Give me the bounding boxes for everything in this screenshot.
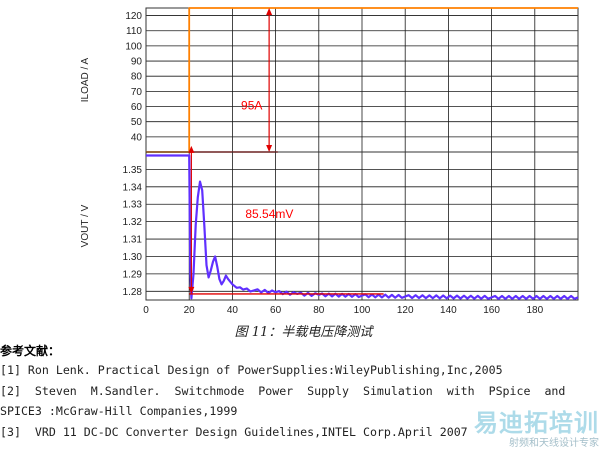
y-tick-label: 120 xyxy=(125,11,142,22)
x-tick-label: 0 xyxy=(143,305,149,316)
y-tick-label: 1.29 xyxy=(123,269,143,280)
reference-item: [3] VRD 11 DC-DC Converter Design Guidel… xyxy=(0,424,468,439)
y-tick-label: 1.30 xyxy=(123,252,143,263)
x-tick-label: 180 xyxy=(526,305,543,316)
y-axis-label: ILOAD / A xyxy=(80,57,91,102)
reference-item: SPICE3 :McGraw-Hill Companies,1999 xyxy=(0,404,238,418)
y-tick-label: 90 xyxy=(131,57,143,68)
y-tick-label: 70 xyxy=(131,87,143,98)
y-tick-label: 1.31 xyxy=(123,235,143,246)
y-tick-label: 1.35 xyxy=(123,165,143,176)
annotation-arrowhead-top xyxy=(266,8,273,15)
y-tick-label: 80 xyxy=(131,72,143,83)
x-tick-label: 120 xyxy=(397,305,414,316)
load-transient-chart: 40 50 60 70 80 90 100 110 120 ILOAD / A 95A 1.28 1.2… xyxy=(80,7,579,316)
y-tick-label: 1.28 xyxy=(123,287,143,298)
figure-caption: 图 11：半载电压降测试 xyxy=(234,325,373,340)
watermark-title: 易迪拓培训 xyxy=(474,409,599,437)
y-tick-label: 110 xyxy=(126,26,142,37)
y-tick-label: 60 xyxy=(131,102,143,113)
x-tick-label: 80 xyxy=(313,305,325,316)
x-tick-label: 40 xyxy=(227,305,239,316)
references-title: 参考文献： xyxy=(0,344,61,358)
y-tick-label: 1.34 xyxy=(123,182,143,193)
references-section: 参考文献： [1] Ron Lenk. Practical Design of … xyxy=(0,342,607,442)
x-tick-label: 60 xyxy=(270,305,282,316)
y-tick-label: 1.32 xyxy=(123,217,143,228)
y-tick-label: 50 xyxy=(131,117,143,128)
annotation-arrowhead-top xyxy=(188,145,195,153)
y-axis-label: VOUT / V xyxy=(80,204,91,247)
reference-item: [1] Ron Lenk. Practical Design of PowerS… xyxy=(0,363,503,377)
annotation-label: 95A xyxy=(241,99,262,113)
y-tick-label: 40 xyxy=(131,132,143,143)
x-tick-label: 140 xyxy=(440,305,457,316)
watermark-subtitle: 射频和天线设计专家 xyxy=(509,438,599,449)
annotation-arrowhead-bottom xyxy=(266,145,273,152)
watermark: 易迪拓培训 射频和天线设计专家 xyxy=(474,403,599,449)
annotation-arrowhead-bottom xyxy=(188,286,195,294)
x-tick-label: 100 xyxy=(354,305,371,316)
annotation-label: 85.54mV xyxy=(245,207,293,221)
x-tick-label: 20 xyxy=(184,305,196,316)
y-tick-label: 100 xyxy=(125,41,142,52)
y-tick-label: 1.33 xyxy=(123,200,143,211)
x-tick-label: 160 xyxy=(483,305,500,316)
plot-frame xyxy=(145,151,579,301)
vout-series-line xyxy=(146,154,579,300)
reference-item: [2] Steven M.Sandler. Switchmode Power S… xyxy=(0,383,566,398)
